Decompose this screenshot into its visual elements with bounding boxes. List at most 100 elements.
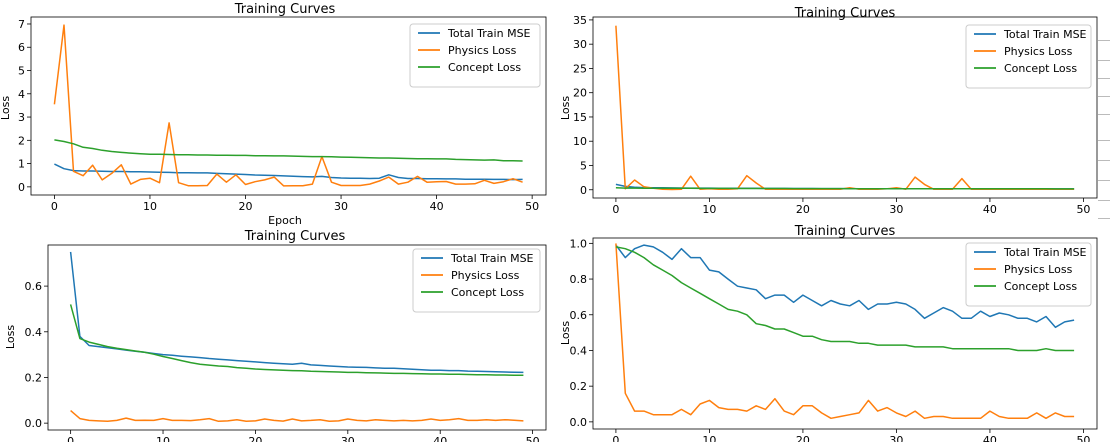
x-tick-label: 10 (702, 203, 716, 216)
x-tick-label: 50 (1076, 434, 1090, 442)
x-tick-label: 40 (430, 200, 444, 213)
y-tick-label: 0 (580, 184, 587, 197)
legend-label: Physics Loss (451, 269, 520, 282)
edge-tick-mark (1098, 60, 1110, 61)
x-tick-label: 30 (889, 203, 903, 216)
legend-label: Total Train MSE (1003, 28, 1087, 41)
y-tick-label: 5 (18, 65, 25, 78)
y-tick-label: 0.0 (570, 416, 588, 429)
edge-tick-mark (1098, 160, 1110, 161)
series-line-physics-loss (53, 24, 523, 187)
legend-label: Total Train MSE (450, 252, 534, 265)
y-tick-label: 25 (573, 62, 587, 75)
plot-frame (592, 16, 1098, 199)
series-line-total-train-mse (54, 163, 523, 181)
legend-box (965, 242, 1092, 307)
chart-svg-bottom-right: Training Curves Loss 0 10 20 30 40 50 0.0 0.2 0.4 0… (559, 224, 1098, 442)
legend-label: Concept Loss (1004, 280, 1077, 293)
edge-tick-mark (1098, 114, 1110, 115)
legend-box (965, 24, 1092, 89)
edge-tick-mark (1098, 180, 1110, 181)
edge-tick-mark (1098, 96, 1110, 97)
x-tick-label: 50 (525, 200, 539, 213)
chart-title: Training Curves (794, 224, 896, 239)
y-tick-label: 6 (18, 41, 25, 54)
series-line-concept-loss (69, 304, 524, 376)
legend-label: Physics Loss (1004, 263, 1073, 276)
y-tick-label: 15 (573, 111, 587, 124)
x-tick-label: 30 (341, 435, 355, 442)
edge-tick-mark (1098, 40, 1110, 41)
x-tick-label: 20 (796, 203, 810, 216)
x-tick-label: 20 (796, 434, 810, 442)
series-line-physics-loss (70, 410, 524, 423)
y-tick-label: 7 (18, 18, 25, 31)
chart-title: Training Curves (234, 2, 336, 17)
x-tick-label: 50 (526, 435, 540, 442)
x-axis-label: Epoch (268, 214, 302, 227)
x-tick-label: 40 (983, 203, 997, 216)
chart-svg-bottom-left: Training Curves Loss 0 10 20 30 40 50 0.0 0.2 0.4 0… (4, 229, 547, 442)
legend-label: Concept Loss (451, 286, 524, 299)
x-tick-label: 0 (51, 200, 58, 213)
series-line-concept-loss (615, 246, 1075, 352)
plot-frame (47, 244, 547, 431)
x-tick-label: 0 (612, 434, 619, 442)
legend-label: Physics Loss (1004, 45, 1073, 58)
x-tick-label: 0 (67, 435, 74, 442)
x-tick-label: 0 (612, 203, 619, 216)
y-tick-label: 4 (18, 88, 25, 101)
y-axis-label: Loss (0, 96, 12, 120)
y-tick-label: 30 (573, 38, 587, 51)
chart-panel-top-left: Training Curves Loss Epoch 0 10 20 30 40 50 0 1 2 3 4… (0, 0, 550, 227)
chart-svg-top-right: Training Curves Loss 0 10 20 30 40 50 0 5 10 15 20 25… (559, 6, 1098, 216)
chart-title: Training Curves (794, 6, 896, 21)
x-tick-label: 10 (156, 435, 170, 442)
chart-panel-top-right: Training Curves Loss 0 10 20 30 40 50 0 5 10 15 20 25… (559, 0, 1100, 225)
y-tick-label: 0.6 (570, 309, 588, 322)
y-tick-label: 0.0 (25, 417, 43, 430)
legend-label: Physics Loss (448, 44, 517, 57)
plot-frame (30, 16, 547, 196)
y-tick-label: 5 (580, 159, 587, 172)
y-tick-label: 10 (573, 135, 587, 148)
y-tick-label: 20 (573, 87, 587, 100)
legend-box (412, 248, 541, 313)
x-tick-label: 10 (702, 434, 716, 442)
legend-label: Total Train MSE (447, 27, 531, 40)
y-tick-label: 35 (573, 14, 587, 27)
chart-title: Training Curves (244, 229, 346, 244)
y-tick-label: 3 (18, 111, 25, 124)
x-tick-label: 40 (983, 434, 997, 442)
chart-svg-top-left: Training Curves Loss Epoch 0 10 20 30 40 50 0 1 2 3 4… (0, 2, 547, 227)
y-tick-label: 0.6 (25, 280, 43, 293)
y-tick-label: 0 (18, 181, 25, 194)
series-line-concept-loss (54, 139, 523, 162)
y-tick-label: 0.2 (25, 371, 43, 384)
y-tick-label: 1 (18, 158, 25, 171)
y-axis-label: Loss (4, 325, 17, 349)
y-tick-label: 0.2 (570, 380, 588, 393)
edge-tick-mark (1098, 218, 1110, 219)
legend-label: Concept Loss (1004, 62, 1077, 75)
y-tick-label: 0.8 (570, 273, 588, 286)
edge-tick-mark (1098, 200, 1110, 201)
legend-label: Total Train MSE (1003, 246, 1087, 259)
plot-frame (592, 237, 1098, 430)
x-tick-label: 30 (334, 200, 348, 213)
y-tick-label: 1.0 (570, 237, 588, 250)
y-tick-label: 0.4 (570, 344, 588, 357)
legend-label: Concept Loss (448, 61, 521, 74)
x-tick-label: 20 (239, 200, 253, 213)
series-line-physics-loss (615, 243, 1075, 420)
x-tick-label: 30 (889, 434, 903, 442)
series-line-total-train-mse (615, 244, 1075, 329)
y-tick-label: 0.4 (25, 326, 43, 339)
series-line-concept-loss (615, 187, 1075, 190)
y-axis-label: Loss (559, 321, 572, 345)
x-tick-label: 10 (143, 200, 157, 213)
edge-tick-mark (1098, 78, 1110, 79)
y-tick-label: 2 (18, 134, 25, 147)
legend-box (409, 23, 541, 88)
chart-panel-bottom-right: Training Curves Loss 0 10 20 30 40 50 0.0 0.2 0.4 0… (559, 224, 1100, 442)
